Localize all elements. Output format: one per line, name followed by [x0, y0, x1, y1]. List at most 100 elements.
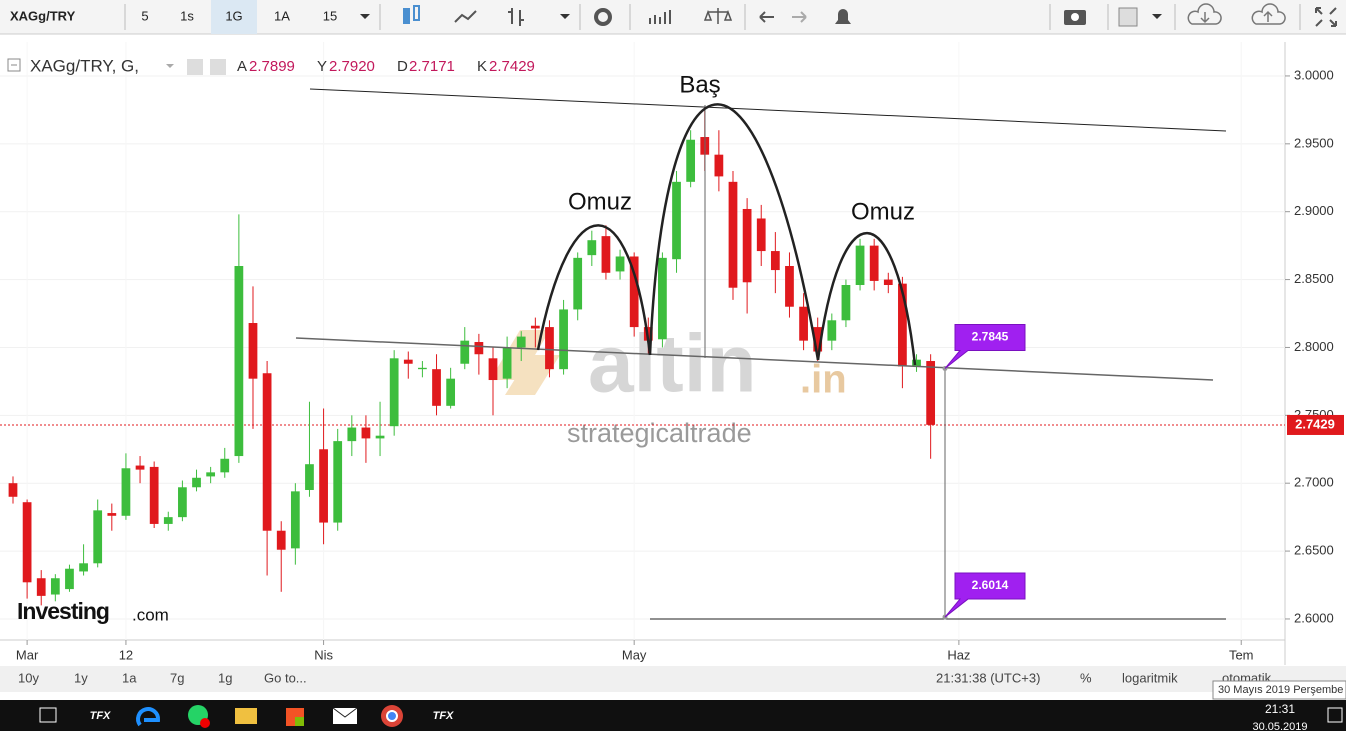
price-label: 2.6014 — [972, 578, 1009, 592]
candle-body — [559, 309, 568, 370]
ohlc-key: Y — [317, 58, 327, 75]
candle-body — [516, 336, 526, 348]
candle-body — [8, 483, 18, 497]
toolbar-icons[interactable] — [403, 3, 1337, 27]
candle-body — [601, 236, 611, 273]
taskbar-app[interactable]: TFX — [90, 710, 111, 722]
tooltip-text: 30 Mayıs 2019 Perşembe — [1218, 684, 1343, 696]
candle-body — [841, 285, 851, 321]
head-arc — [648, 103, 820, 361]
neckline — [295, 337, 1214, 381]
candle-body — [855, 245, 865, 286]
clock: 21:31:38 (UTC+3) — [936, 670, 1040, 685]
candle-body — [93, 510, 103, 564]
ohlc-value: 2.7920 — [329, 58, 375, 75]
ohlc-value: 2.7171 — [409, 58, 455, 75]
candle-body — [446, 378, 456, 406]
range-button[interactable]: 1a — [122, 670, 137, 685]
range-button[interactable]: 1g — [218, 670, 232, 685]
logo-brand: Investing — [17, 598, 109, 624]
candle-body — [785, 265, 794, 307]
candle-body — [418, 367, 427, 370]
candle-body — [432, 369, 441, 406]
watermark-brand: altin — [588, 319, 757, 410]
last-price-label: 2.7429 — [1295, 416, 1335, 431]
candle-body — [615, 256, 625, 272]
candle-body — [375, 435, 385, 439]
candle-body — [163, 517, 173, 524]
y-tick-label: 3.0000 — [1294, 67, 1334, 82]
candle-body — [107, 513, 117, 516]
log-toggle[interactable]: logaritmik — [1122, 670, 1178, 685]
taskbar-icons[interactable] — [39, 705, 403, 728]
candle-body — [206, 472, 216, 477]
candle-body — [827, 320, 837, 341]
x-tick-label: Mar — [16, 647, 39, 662]
candle-body — [629, 256, 639, 328]
candle-body — [742, 208, 752, 283]
candle-body — [79, 563, 88, 572]
candle-body — [545, 327, 554, 370]
percent-toggle[interactable]: % — [1080, 670, 1092, 685]
ohlc-key: A — [237, 58, 247, 75]
y-tick-label: 2.8000 — [1294, 339, 1334, 354]
candle-body — [502, 347, 512, 379]
price-label: 2.7845 — [972, 330, 1009, 344]
candle-body — [756, 218, 766, 252]
notification-icon[interactable] — [1327, 707, 1343, 723]
candle-body — [912, 359, 921, 367]
candle-body — [276, 530, 286, 550]
interval-button[interactable]: 1s — [180, 8, 194, 23]
candle-body — [389, 358, 399, 427]
range-button[interactable]: 1y — [74, 670, 88, 685]
price-label-box — [944, 323, 1026, 369]
x-tick-label: 12 — [119, 647, 133, 662]
candle-body — [686, 139, 696, 182]
candle-body — [220, 458, 230, 473]
range-button[interactable]: 10y — [18, 670, 39, 685]
interval-button[interactable]: 5 — [141, 8, 148, 23]
watermark-suffix: .in — [800, 358, 847, 402]
annotation: Baş — [679, 71, 720, 98]
ohlc-legend: A 2.7899 Y 2.7920 D 2.7171 K 2.7429 — [237, 58, 535, 75]
interval-button[interactable]: 1A — [274, 8, 290, 23]
x-tick-label: Haz — [947, 647, 970, 662]
plot — [0, 107, 1285, 606]
y-tick-label: 2.9000 — [1294, 203, 1334, 218]
logo-suffix: .com — [132, 605, 169, 624]
candle-body — [149, 466, 159, 524]
toolbar — [0, 0, 1346, 34]
ohlc-key: K — [477, 58, 487, 75]
candle-body — [234, 265, 244, 457]
candle-body — [883, 279, 893, 286]
taskbar-app[interactable]: TFX — [433, 710, 454, 722]
y-tick-label: 2.8500 — [1294, 271, 1334, 286]
candle-body — [178, 487, 187, 518]
ohlc-value: 2.7899 — [249, 58, 295, 75]
drawings — [295, 88, 1227, 620]
toolbar-symbol[interactable]: XAGg/TRY — [10, 8, 76, 23]
taskbar — [0, 700, 1346, 731]
candle-body — [262, 373, 272, 531]
goto-button[interactable]: Go to... — [264, 670, 307, 685]
candle-body — [460, 340, 470, 364]
candle-body — [898, 283, 907, 367]
candle-body — [333, 441, 343, 523]
bottom-bar — [0, 666, 1346, 692]
range-button[interactable]: 7g — [170, 670, 184, 685]
x-tick-label: May — [622, 647, 647, 662]
price-label-box — [944, 572, 1026, 618]
toolbar-separators — [124, 4, 1301, 30]
candle-body — [474, 342, 484, 355]
candle-body — [248, 323, 258, 379]
candle-body — [347, 427, 357, 442]
tooltip — [1212, 680, 1346, 700]
x-tick-label: Nis — [314, 647, 333, 662]
y-tick-label: 2.6000 — [1294, 610, 1334, 625]
interval-button[interactable]: 15 — [323, 8, 337, 23]
interval-button[interactable]: 1G — [225, 8, 242, 23]
annotation: Omuz — [851, 198, 915, 225]
collapse-box[interactable] — [7, 58, 21, 72]
